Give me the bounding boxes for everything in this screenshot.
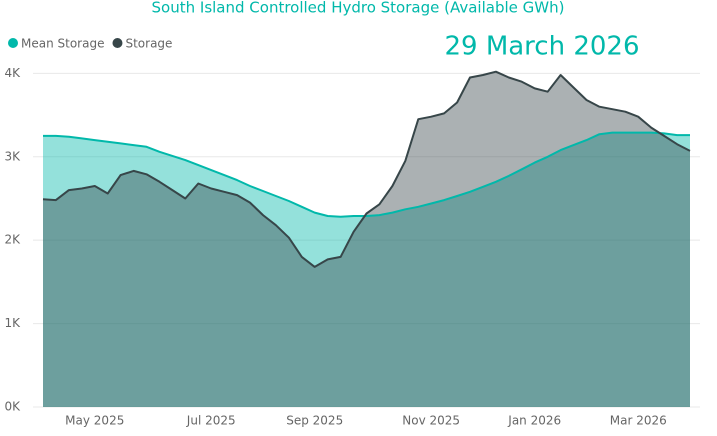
x-tick-label: Sep 2025 <box>286 414 343 428</box>
annotation: 29 March 2026 <box>444 32 639 62</box>
legend-marker <box>112 38 123 48</box>
area-fill <box>43 71 690 407</box>
legend-marker <box>8 38 18 48</box>
x-tick-label: Jan 2026 <box>507 414 561 428</box>
y-tick-label: 2K <box>4 233 21 247</box>
line <box>43 131 690 218</box>
y-tick-label: 4K <box>4 66 21 80</box>
chart-title: South Island Controlled Hydro Storage (A… <box>152 0 565 17</box>
y-tick-label: 3K <box>4 149 21 163</box>
legend-label: Mean Storage <box>21 37 104 51</box>
x-tick-label: Mar 2026 <box>610 414 667 428</box>
x-tick-label: Nov 2025 <box>402 414 460 428</box>
y-tick-label: 1K <box>4 316 21 330</box>
x-tick-label: Jul 2025 <box>186 414 236 428</box>
x-tick-label: May 2025 <box>65 414 124 428</box>
area-fill <box>43 132 690 407</box>
y-tick-label: 0K <box>4 400 21 414</box>
line <box>42 70 691 268</box>
legend-label: Storage <box>125 37 172 51</box>
